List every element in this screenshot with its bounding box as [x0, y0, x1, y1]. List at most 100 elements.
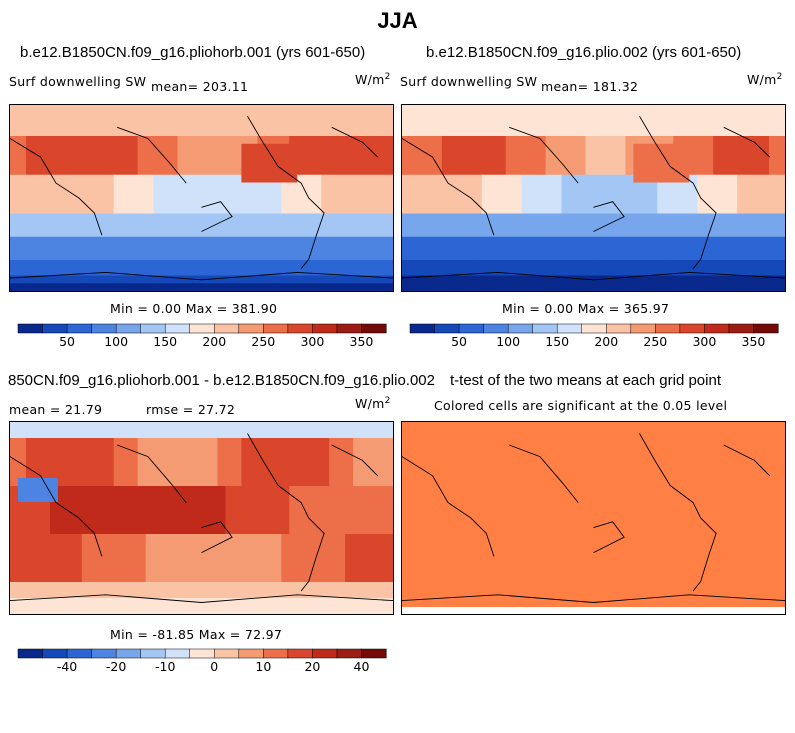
- field-cell: [425, 260, 435, 269]
- field-cell: [177, 120, 187, 129]
- field-cell: [465, 198, 475, 207]
- field-cell: [585, 283, 595, 291]
- field-cell: [97, 252, 107, 261]
- field-cell: [217, 534, 227, 543]
- field-cell: [257, 159, 266, 168]
- field-cell: [377, 167, 386, 176]
- field-cell: [73, 574, 83, 583]
- field-cell: [289, 213, 298, 222]
- field-cell: [545, 205, 555, 215]
- field-cell: [305, 502, 314, 511]
- field-cell: [569, 151, 579, 160]
- field-cell: [577, 143, 587, 153]
- field-cell: [33, 128, 43, 137]
- field-cell: [593, 236, 603, 246]
- field-cell: [369, 221, 378, 230]
- field-cell: [273, 550, 282, 559]
- field-cell: [473, 229, 483, 238]
- field-cell: [201, 574, 211, 583]
- field-cell: [57, 236, 67, 246]
- field-cell: [161, 244, 171, 253]
- field-cell: [489, 213, 499, 222]
- field-cell: [41, 159, 51, 168]
- field-cell: [601, 112, 611, 122]
- field-cell: [305, 260, 314, 269]
- field-cell: [233, 566, 242, 575]
- field-cell: [545, 221, 555, 230]
- field-cell: [257, 151, 266, 160]
- field-cell: [617, 267, 627, 277]
- field-cell: [129, 267, 139, 277]
- field-cell: [369, 550, 378, 559]
- field-cell: [161, 534, 171, 543]
- field-cell: [73, 422, 83, 431]
- field-cell: [321, 244, 330, 253]
- field-cell: [489, 167, 499, 176]
- field-cell: [369, 182, 378, 191]
- field-cell: [193, 510, 203, 519]
- field-cell: [409, 105, 419, 114]
- field-cell: [217, 526, 227, 535]
- field-cell: [521, 151, 531, 160]
- field-cell: [617, 143, 627, 153]
- field-cell: [457, 105, 467, 114]
- field-cell: [113, 430, 123, 439]
- field-cell: [209, 120, 219, 129]
- field-cell: [217, 190, 227, 199]
- field-cell: [361, 574, 370, 583]
- field-cell: [289, 205, 298, 215]
- field-cell: [489, 198, 499, 207]
- field-cell: [713, 221, 722, 230]
- field-cell: [737, 151, 746, 160]
- field-cell: [161, 105, 171, 114]
- field-cell: [337, 526, 346, 535]
- field-cell: [241, 502, 250, 511]
- field-cell: [305, 174, 314, 184]
- field-cell: [649, 229, 658, 238]
- field-cell: [121, 190, 131, 199]
- field-cell: [473, 136, 483, 145]
- field-cell: [113, 167, 123, 176]
- field-cell: [377, 221, 386, 230]
- field-cell: [345, 182, 354, 191]
- field-cell: [505, 236, 515, 246]
- field-cell: [345, 167, 354, 176]
- field-cell: [97, 112, 107, 122]
- field-cell: [297, 486, 306, 495]
- field-cell: [65, 590, 75, 599]
- field-cell: [657, 267, 666, 277]
- field-cell: [249, 182, 258, 191]
- field-cell: [313, 283, 322, 291]
- field-cell: [57, 151, 67, 160]
- field-cell: [585, 167, 595, 176]
- field-cell: [465, 267, 475, 277]
- field-cell: [753, 221, 762, 230]
- field-cell: [105, 182, 115, 191]
- colorbar-bin: [263, 648, 289, 659]
- field-cell: [417, 283, 427, 291]
- field-cell: [577, 252, 587, 261]
- field-cell: [361, 236, 370, 246]
- field-cell: [313, 136, 322, 145]
- field-cell: [169, 260, 179, 269]
- field-cell: [273, 151, 282, 160]
- field-cell: [225, 526, 235, 535]
- field-cell: [441, 136, 451, 145]
- field-cell: [537, 143, 547, 153]
- field-cell: [129, 112, 139, 122]
- field-cell: [145, 112, 155, 122]
- field-cell: [289, 105, 298, 114]
- field-cell: [17, 267, 27, 277]
- field-cell: [89, 236, 99, 246]
- field-cell: [185, 502, 195, 511]
- field-cell: [633, 159, 642, 168]
- field-cell: [201, 478, 211, 487]
- field-cell: [433, 229, 443, 238]
- field-cell: [585, 213, 595, 222]
- field-cell: [305, 182, 314, 191]
- field-cell: [377, 606, 386, 614]
- field-cell: [313, 275, 322, 284]
- field-cell: [129, 574, 139, 583]
- field-cell: [289, 174, 298, 184]
- field-cell: [137, 454, 147, 463]
